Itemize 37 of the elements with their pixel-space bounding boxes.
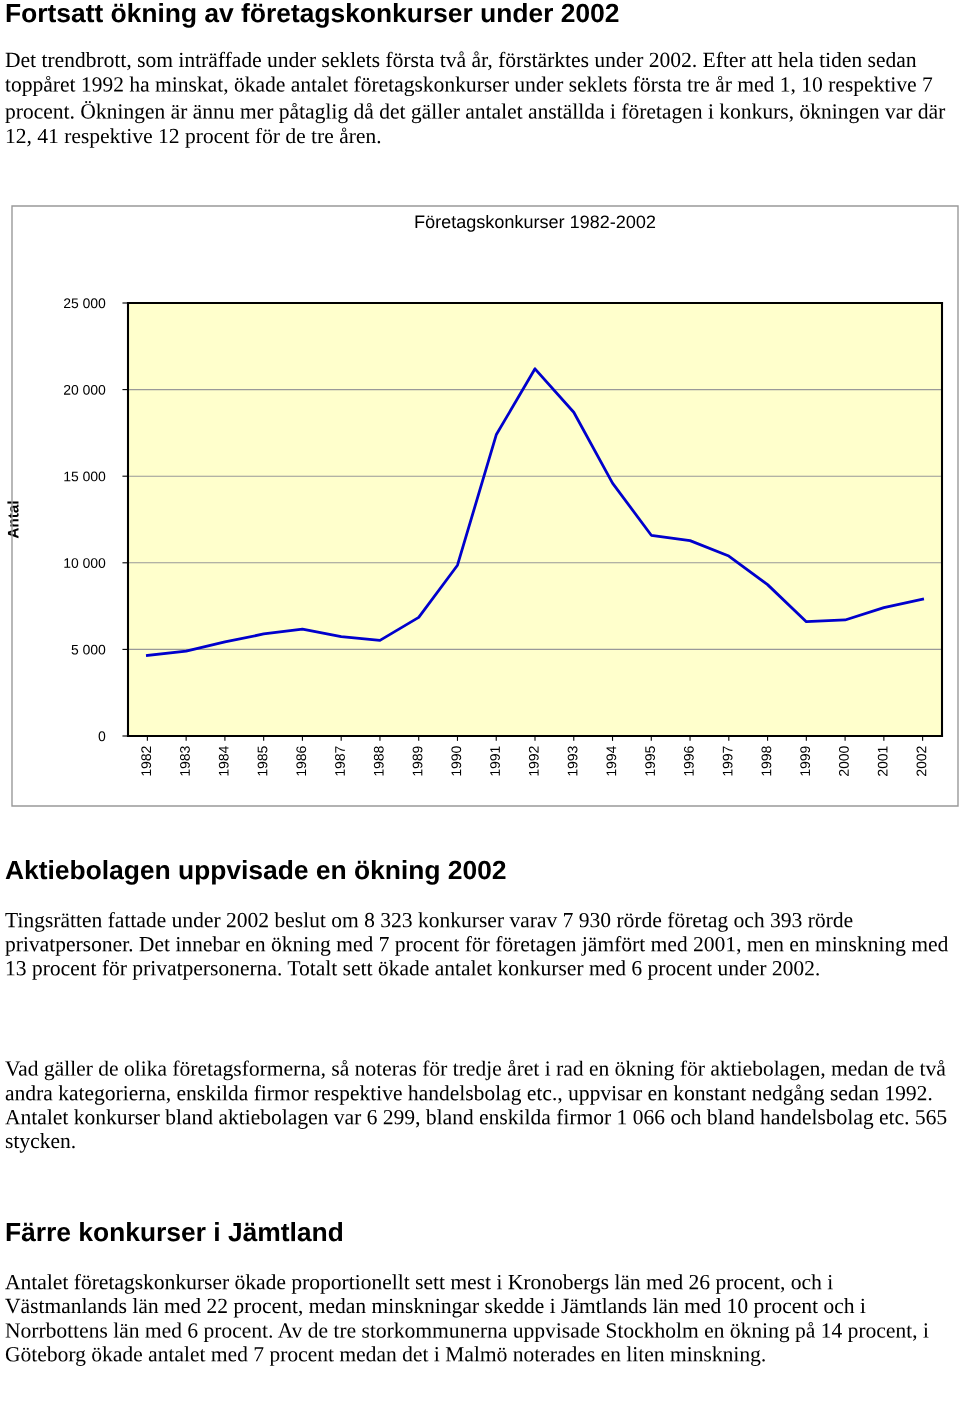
x-tick-label: 1993 xyxy=(567,746,578,776)
text: Tingsrätten fattade under 2002 beslut om 8 323 konkurser varav 7 930 rörde företag och 393 rörde privatpersoner. Det innebar en ökning med 7 procent för företagen jämfört med 2001, men en minskning med 13 procent för privatpersonerna. Totalt sett ökade antalet konkurser med 6 procent under 2002. xyxy=(5,912,949,980)
x-tick-label: 1994 xyxy=(606,746,617,776)
x-tick-label: 1984 xyxy=(218,746,229,776)
x-tick-label: 1986 xyxy=(296,746,307,776)
x-tick-label: 2000 xyxy=(838,746,849,776)
text: Vad gäller de olika företagsformerna, så noteras för tredje året i rad en ökning för aktiebolagen, medan de två andra kategorierna, enskilda firmor respektive handelsbolag etc., uppvisar en konstant nedgång sedan 1992. Antalet konkurser bland aktiebolagen var 6 299, bland enskilda firmor 1 066 och bland handelsbolag etc. 565 stycken. xyxy=(5,1060,947,1153)
x-tick-label: 1999 xyxy=(800,746,811,776)
x-tick-label: 1995 xyxy=(645,746,656,776)
x-tick-label: 1991 xyxy=(490,746,500,776)
y-tick-label: 0 xyxy=(98,731,106,742)
y-tick-label: 10 000 xyxy=(64,558,106,568)
x-tick-label: 1997 xyxy=(722,746,733,776)
y-tick-label: 15 000 xyxy=(64,471,106,482)
x-tick-label: 1992 xyxy=(528,746,539,776)
x-tick-label: 1998 xyxy=(761,746,772,776)
x-tick-label: 1983 xyxy=(180,746,190,776)
x-tick-label: 1982 xyxy=(141,746,152,776)
y-axis-title: Antal xyxy=(7,501,19,539)
y-tick-label: 25 000 xyxy=(64,298,106,309)
y-tick-label: 5 000 xyxy=(71,644,106,655)
text: Antalet företagskonkurser ökade proportionellt sett mest i Kronobergs län med 26 procent, och i Västmanlands län med 22 procent, medan minskningar skedde i Jämtlands län med 10 procent och i Norrbottens län med 6 procent. Av de tre storkommunerna uppvisade Stockholm en ökning på 14 procent, i Göteborg ökade antalet med 7 procent medan det i Malmö noterades en liten minskning. xyxy=(5,1274,929,1366)
x-tick-label: 2002 xyxy=(916,746,927,776)
line-series xyxy=(145,367,925,657)
text: Färre konkurser i Jämtland xyxy=(6,1222,343,1242)
x-tick-label: 1985 xyxy=(257,746,268,776)
chart-title: Företagskonkurser 1982-2002 xyxy=(415,214,656,232)
x-tick-label: 1989 xyxy=(412,746,423,776)
text: Aktiebolagen uppvisade en ökning 2002 xyxy=(5,860,506,885)
x-tick-label: 1987 xyxy=(335,746,345,776)
y-tick-label: 20 000 xyxy=(64,384,106,395)
text: Det trendbrott, som inträffade under seklets första två år, förstärktes under 2002. Efter att hela tiden sedan toppåret 1992 ha minskat, ökade antalet företagskonkurser under seklets första tre år med 1, 10 respektive 7 procent. Ökningen är ännu mer påtaglig då det gäller antalet anställda i företagen i konkurs, ökningen var där 12, 41 respektive 12 procent för de tre åren. xyxy=(5,51,946,148)
text: Fortsatt ökning av företagskonkurser under 2002 xyxy=(6,3,619,28)
x-tick-label: 1990 xyxy=(451,746,462,776)
x-tick-label: 1996 xyxy=(683,746,694,776)
x-tick-label: 1988 xyxy=(373,746,384,776)
x-tick-label: 2001 xyxy=(877,746,888,776)
